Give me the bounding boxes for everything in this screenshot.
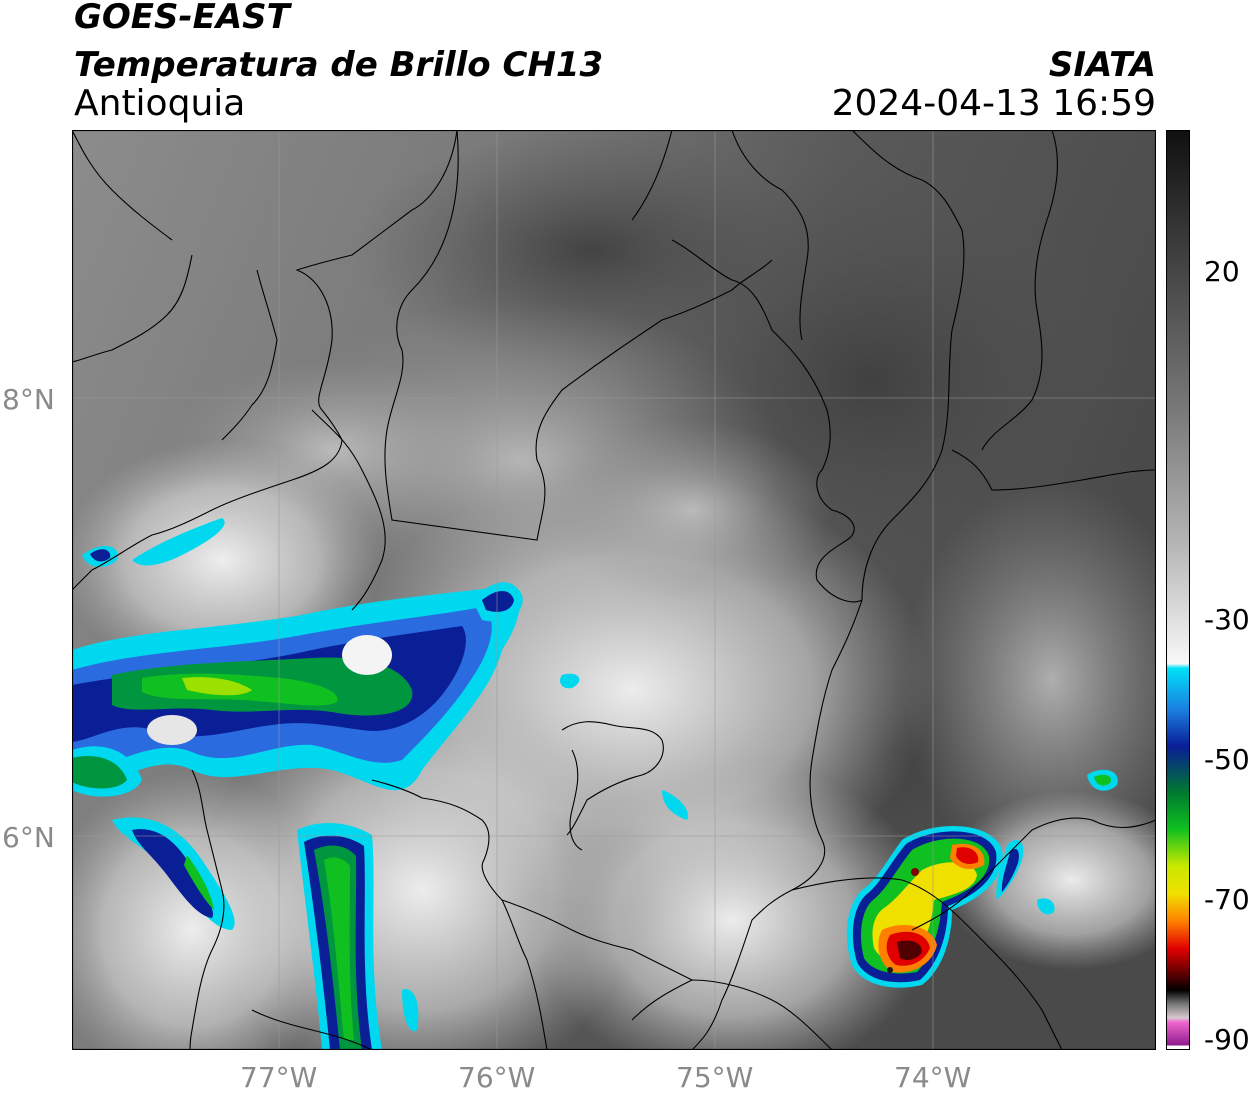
lon-label: 76°W bbox=[458, 1061, 536, 1094]
map-title: GOES-EAST bbox=[74, 0, 290, 37]
lat-label: 8°N bbox=[2, 383, 55, 416]
lon-label: 74°W bbox=[894, 1061, 972, 1094]
colorbar-tick: -30 bbox=[1204, 603, 1250, 636]
small-cell bbox=[1037, 898, 1055, 915]
small-cell bbox=[662, 790, 688, 820]
boundaries bbox=[72, 130, 1156, 1050]
lon-label: 75°W bbox=[676, 1061, 754, 1094]
colorbar-tick: -50 bbox=[1204, 743, 1250, 776]
agency-label: SIATA bbox=[1048, 45, 1156, 85]
convective-streak-south bbox=[297, 823, 419, 1050]
convective-storm-east bbox=[846, 826, 1024, 988]
timestamp-label: 2024-04-13 16:59 bbox=[831, 83, 1156, 124]
region-label: Antioquia bbox=[74, 83, 246, 124]
lon-label: 77°W bbox=[240, 1061, 318, 1094]
colorbar-tick: -90 bbox=[1204, 1023, 1250, 1056]
map-frame bbox=[71, 129, 1157, 1051]
lat-label: 6°N bbox=[2, 821, 55, 854]
colorbar-tick: 20 bbox=[1204, 255, 1240, 288]
convective-band-west bbox=[72, 518, 523, 930]
colorbar-tick: -70 bbox=[1204, 883, 1250, 916]
graticule bbox=[72, 130, 1156, 1050]
map-subtitle: Temperatura de Brillo CH13 bbox=[74, 45, 604, 85]
colorbar bbox=[1166, 130, 1190, 1050]
satellite-map bbox=[71, 129, 1157, 1051]
small-cell bbox=[560, 673, 580, 689]
